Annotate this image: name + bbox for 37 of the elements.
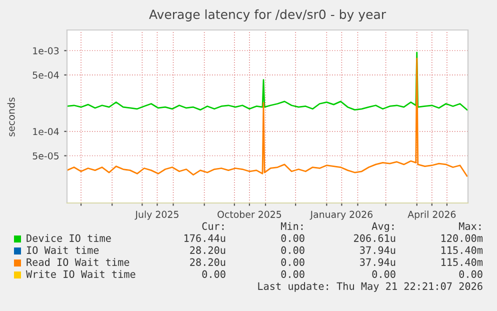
text: 120.00m [441,234,483,242]
x-tick-label: October 2025 [218,210,282,218]
text: 206.61u [354,234,396,242]
y-tick-label: 1e-03 [33,47,59,54]
y-tick-label: 5e-05 [32,152,59,160]
text: Min: [281,222,303,230]
legend-label: Write IO Wait time [26,270,136,278]
line-series [67,58,468,177]
legend-label: Device IO time [26,234,111,242]
text: Last update: Thu May 21 22:21:07 2026 [258,282,482,292]
text: Avg: [372,222,394,232]
text: 0.00 [372,270,396,278]
text: 115.40m [441,258,483,266]
y-tick-label: 5e-04 [32,72,59,79]
text: 28.20u [190,258,226,266]
text: 37.94u [360,246,396,254]
text: 0.00 [459,270,482,278]
y-tick-label: 1e-04 [33,128,59,136]
text: 0.00 [281,234,304,242]
x-tick-label: April 2026 [408,210,456,220]
text: Cur: [202,222,224,230]
line-series [67,52,468,111]
text: 176.44u [184,234,226,242]
text: 0.00 [281,270,304,278]
chart-title: Average latency for /dev/sr0 - by year [149,9,386,22]
text: 115.40m [441,246,483,254]
text: 28.20u [190,246,226,254]
text: 0.00 [281,258,304,266]
text: 0.00 [281,246,304,254]
text: 37.94u [360,258,396,266]
x-tick-label: January 2026 [310,210,373,220]
legend-label: Read IO Wait time [26,258,130,266]
text: 0.00 [202,270,226,278]
text: Max: [459,222,481,230]
y-axis-title: seconds [7,98,15,136]
legend-label: IO Wait time [26,246,99,254]
x-tick-label: July 2025 [134,210,178,220]
